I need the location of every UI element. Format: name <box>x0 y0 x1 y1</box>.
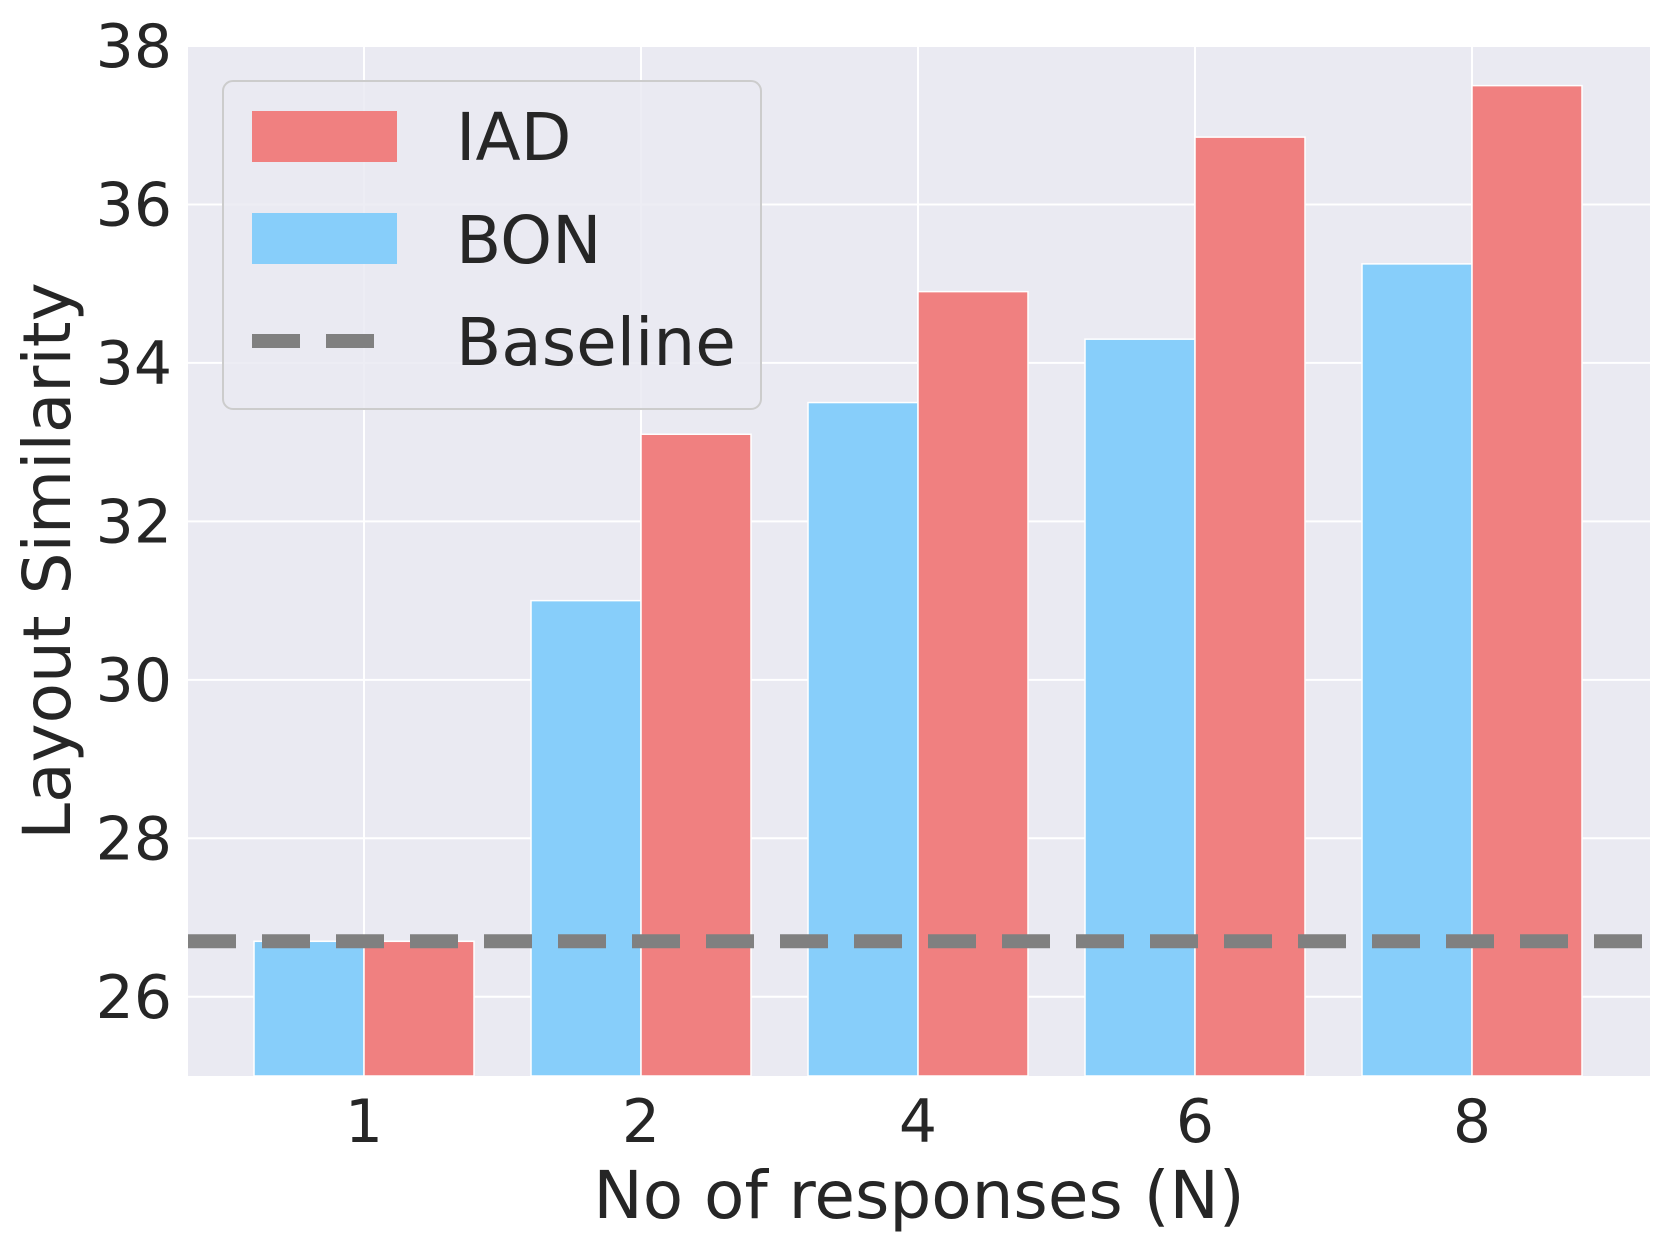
bar-bon-n6 <box>1084 338 1196 1077</box>
y-tick-label: 26 <box>96 963 172 1033</box>
bar-iad-n4 <box>917 290 1029 1077</box>
legend-label-bon: BON <box>456 202 601 279</box>
x-tick-label: 1 <box>345 1087 383 1157</box>
x-tick-label: 4 <box>899 1087 937 1157</box>
bar-iad-n8 <box>1471 84 1583 1077</box>
y-tick-label: 38 <box>96 12 172 82</box>
x-tick-label: 6 <box>1176 1087 1214 1157</box>
y-tick-label: 30 <box>96 646 172 716</box>
y-tick-label: 32 <box>96 487 172 557</box>
y-tick-label: 36 <box>96 170 172 240</box>
y-tick-label: 34 <box>96 329 172 399</box>
bar-iad-n2 <box>640 433 752 1077</box>
bar-iad-n1 <box>363 940 475 1077</box>
x-tick-label: 2 <box>622 1087 660 1157</box>
y-tick-label: 28 <box>96 804 172 874</box>
bar-bon-n4 <box>807 401 919 1077</box>
bar-bon-n1 <box>253 940 365 1077</box>
x-axis-label: No of responses (N) <box>593 1157 1244 1234</box>
bar-bon-n2 <box>530 599 642 1077</box>
legend-swatch-bon <box>252 213 397 264</box>
legend-label-iad: IAD <box>456 99 571 176</box>
legend: IAD BON Baseline <box>222 80 762 410</box>
legend-box <box>222 80 762 410</box>
bar-iad-n6 <box>1194 136 1306 1077</box>
legend-label-baseline: Baseline <box>456 304 736 381</box>
legend-swatch-iad <box>252 111 397 162</box>
x-axis-ticks: 1 2 4 6 8 <box>345 1087 1491 1157</box>
x-tick-label: 8 <box>1453 1087 1491 1157</box>
y-axis-label: Layout Similarity <box>9 282 86 839</box>
y-axis-ticks: 26 28 30 32 34 36 38 <box>96 12 172 1033</box>
bars <box>253 84 1583 1077</box>
bar-bon-n8 <box>1361 263 1473 1077</box>
